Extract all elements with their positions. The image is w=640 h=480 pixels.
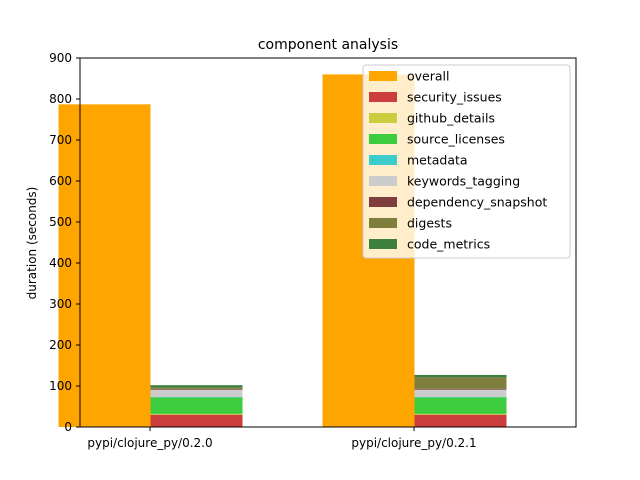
x-tick-label: pypi/clojure_py/0.2.0	[87, 436, 212, 450]
y-tick-label: 800	[49, 92, 72, 106]
y-tick-label: 200	[49, 338, 72, 352]
legend-label-keywords_tagging: keywords_tagging	[407, 174, 520, 189]
legend-swatch-security_issues	[369, 92, 397, 102]
legend-box	[362, 64, 571, 259]
axes-group: 0 100 200 300 400 500 600 700 800 900 pypi/clojure…	[49, 51, 577, 450]
bar-security_issues-1	[414, 414, 507, 427]
y-tick-label: 600	[49, 174, 72, 188]
y-tick-label: 700	[49, 133, 72, 147]
y-axis-label: duration (seconds)	[25, 187, 39, 300]
legend-swatch-digests	[369, 218, 397, 228]
legend-label-code_metrics: code_metrics	[407, 237, 490, 252]
legend-swatch-metadata	[369, 155, 397, 165]
legend-swatch-code_metrics	[369, 239, 397, 249]
legend-swatch-keywords_tagging	[369, 176, 397, 186]
legend-label-dependency_snapshot: dependency_snapshot	[407, 195, 547, 210]
bar-source_licenses-1	[414, 397, 507, 414]
legend-swatch-overall	[369, 71, 397, 81]
legend-label-overall: overall	[407, 69, 449, 84]
bar-github_details-1	[414, 413, 507, 415]
bar-dependency_snapshot-1	[414, 388, 507, 390]
y-tick-label: 400	[49, 256, 72, 270]
plot-frame	[79, 57, 577, 428]
x-tick-label: pypi/clojure_py/0.2.1	[351, 436, 476, 450]
bar-digests-1	[414, 377, 507, 389]
y-tick-label: 0	[64, 420, 72, 434]
bar-keywords_tagging-0	[150, 389, 243, 398]
y-tick-label: 900	[49, 51, 72, 65]
legend-label-source_licenses: source_licenses	[407, 132, 505, 147]
bar-github_details-0	[150, 413, 243, 415]
bar-source_licenses-0	[150, 397, 243, 414]
legend-swatch-source_licenses	[369, 134, 397, 144]
bar-overall-0	[58, 104, 151, 427]
y-tick-label: 100	[49, 379, 72, 393]
bar-digests-0	[150, 387, 243, 389]
legend-swatch-dependency_snapshot	[369, 197, 397, 207]
bar-code_metrics-1	[414, 374, 507, 378]
chart-title: component analysis	[258, 37, 398, 53]
legend-label-github_details: github_details	[407, 111, 495, 126]
legend: overall security_issues github_detailssour…	[362, 64, 571, 259]
bar-keywords_tagging-1	[414, 389, 507, 398]
legend-label-metadata: metadata	[407, 153, 468, 168]
legend-swatch-github_details	[369, 113, 397, 123]
bar-security_issues-0	[150, 414, 243, 427]
legend-label-security_issues: security_issues	[407, 90, 502, 105]
legend-label-digests: digests	[407, 216, 452, 231]
bar-code_metrics-0	[150, 385, 243, 388]
bar-dependency_snapshot-0	[150, 388, 243, 390]
y-tick-label: 300	[49, 297, 72, 311]
y-tick-label: 500	[49, 215, 72, 229]
